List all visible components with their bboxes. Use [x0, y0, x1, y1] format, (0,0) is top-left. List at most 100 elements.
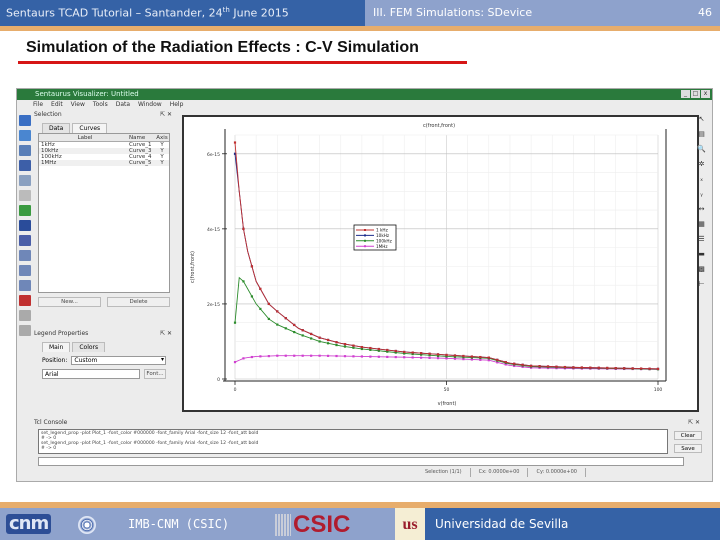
- reload-icon[interactable]: [19, 130, 31, 141]
- cnm-logo: cnm: [6, 514, 52, 534]
- header-section: III. FEM Simulations: SDevice 46: [365, 0, 720, 26]
- col-name[interactable]: Name: [129, 135, 146, 141]
- font-button[interactable]: Font...: [144, 369, 166, 379]
- save-icon[interactable]: [19, 160, 31, 171]
- table-row[interactable]: 1MHz Curve_5 Y: [39, 160, 169, 166]
- table-row[interactable]: 1kHz Curve_1 Y: [41, 142, 164, 148]
- link-icon[interactable]: ⊢: [698, 280, 705, 288]
- svg-text:2e-15: 2e-15: [207, 302, 220, 308]
- probe-icon[interactable]: ▤: [698, 130, 705, 138]
- right-toolbar: ↖ ▤ 🔍 ✲ ₓ ᵧ ↔ ▦ ☰ ▬ ▩ ⊢: [696, 115, 710, 295]
- chart-title: c(front,front): [423, 123, 455, 129]
- left-toolbar: [19, 115, 33, 340]
- chart-grid: [234, 134, 659, 380]
- zoom-reset-icon[interactable]: ✲: [698, 160, 705, 168]
- section-title: III. FEM Simulations: SDevice: [373, 6, 533, 19]
- plot-2d-icon[interactable]: [19, 250, 31, 261]
- table-header: Label Name Axis: [39, 134, 169, 142]
- open-icon[interactable]: [19, 115, 31, 126]
- status-cy: Cy: 0.0000e+00: [528, 468, 586, 477]
- tab-colors[interactable]: Colors: [72, 342, 106, 352]
- institution-name: IMB-CNM (CSIC): [128, 517, 230, 531]
- export-icon[interactable]: [19, 175, 31, 186]
- table-row[interactable]: 10kHz Curve_3 Y: [39, 148, 169, 154]
- selection-panel: Selection ⇱ ✕ Data Curves Label Name Axis…: [34, 111, 174, 327]
- new-plot-icon[interactable]: [19, 235, 31, 246]
- console-title: Tcl Console ⇱ ✕: [34, 419, 700, 426]
- slide-header: Sentaurs TCAD Tutorial – Santander, 24th…: [0, 0, 720, 26]
- delete-curve-button[interactable]: Delete: [107, 297, 170, 307]
- movie-frame-icon[interactable]: [19, 310, 31, 321]
- y-axis-label: c(front,front): [190, 251, 196, 283]
- clear-button[interactable]: Clear: [674, 431, 702, 440]
- font-field[interactable]: Arial: [42, 369, 140, 379]
- menu-data[interactable]: Data: [115, 101, 131, 108]
- svg-text:6e-15: 6e-15: [207, 152, 220, 158]
- movie-record-icon[interactable]: [19, 295, 31, 306]
- console-input[interactable]: [38, 457, 684, 466]
- curve-props-icon[interactable]: ▩: [698, 265, 705, 273]
- plot-3d-icon[interactable]: [19, 265, 31, 276]
- print-icon[interactable]: [19, 190, 31, 201]
- tab-curves[interactable]: Curves: [72, 123, 108, 133]
- title-underline: [18, 61, 467, 64]
- svg-text:1MHz: 1MHz: [376, 244, 388, 249]
- position-label: Position:: [42, 357, 68, 364]
- status-bar: Selection (1/1) Cx: 0.0000e+00 Cy: 0.000…: [417, 468, 586, 477]
- svg-text:0: 0: [217, 377, 220, 383]
- plot-xy-icon[interactable]: [19, 280, 31, 291]
- svg-text:1 kHz: 1 kHz: [376, 228, 389, 233]
- csic-logo: CSIC: [293, 511, 351, 538]
- menu-help[interactable]: Help: [169, 101, 184, 108]
- curves-table: Label Name Axis 1kHz Curve_1 Y 10kHz Curve_…: [38, 133, 170, 293]
- x-axis-label: v(front): [438, 401, 457, 407]
- selection-panel-title: Selection ⇱ ✕: [34, 111, 172, 118]
- cv-chart[interactable]: c(front,front) 0 2e-15 4e-15 6e-15 0 50 100 c(…: [184, 117, 697, 410]
- console-output[interactable]: set_legend_prop -plot Plot_1 -font_color…: [38, 429, 668, 454]
- console-panel: Tcl Console ⇱ ✕ set_legend_prop -plot Plo…: [34, 419, 714, 469]
- table-row[interactable]: 100kHz Curve_4 Y: [41, 154, 164, 160]
- svg-text:0: 0: [234, 387, 237, 393]
- menu-window[interactable]: Window: [138, 101, 162, 108]
- menu-edit[interactable]: Edit: [51, 101, 63, 108]
- zoom-icon[interactable]: 🔍: [697, 145, 706, 153]
- window-titlebar[interactable]: Sentaurus Visualizer: Untitled _ □ x: [17, 89, 712, 100]
- status-cx: Cx: 0.0000e+00: [471, 468, 529, 477]
- svg-text:10kHz: 10kHz: [376, 233, 390, 238]
- tab-data[interactable]: Data: [42, 123, 71, 133]
- globe-logo-icon: [78, 516, 96, 534]
- col-label[interactable]: Label: [77, 135, 93, 141]
- plot-props-icon[interactable]: ▬: [698, 250, 705, 258]
- pointer-icon[interactable]: ↖: [698, 115, 705, 123]
- load-icon[interactable]: [19, 145, 31, 156]
- log-x-icon[interactable]: ₓ: [699, 175, 704, 183]
- menu-view[interactable]: View: [70, 101, 85, 108]
- menu-tools[interactable]: Tools: [92, 101, 108, 108]
- plot-area[interactable]: c(front,front) 0 2e-15 4e-15 6e-15 0 50 100 c(…: [182, 115, 699, 412]
- svg-text:4e-15: 4e-15: [207, 227, 220, 233]
- maximize-button[interactable]: □: [691, 90, 700, 98]
- new-curve-button[interactable]: New...: [38, 297, 101, 307]
- close-button[interactable]: x: [701, 90, 710, 98]
- footer-divider: [0, 502, 720, 508]
- axis-range-icon[interactable]: ↔: [698, 205, 705, 213]
- col-axis[interactable]: Axis: [156, 135, 168, 141]
- minimize-button[interactable]: _: [681, 90, 690, 98]
- tab-main[interactable]: Main: [42, 342, 71, 352]
- legend-icon[interactable]: ☰: [698, 235, 705, 243]
- visualizer-window: Sentaurus Visualizer: Untitled _ □ x Fil…: [16, 88, 713, 482]
- line-tool-icon[interactable]: [19, 220, 31, 231]
- save-console-button[interactable]: Save: [674, 444, 702, 453]
- position-select[interactable]: Custom: [71, 356, 166, 365]
- log-y-icon[interactable]: ᵧ: [700, 190, 703, 198]
- slide-footer: cnm IMB-CNM (CSIC) CSIC us Universidad d…: [0, 508, 720, 540]
- us-logo: us: [395, 508, 425, 540]
- movie-export-icon[interactable]: [19, 325, 31, 336]
- university-name: Universidad de Sevilla: [435, 517, 569, 531]
- menu-file[interactable]: File: [33, 101, 44, 108]
- grid-icon[interactable]: ▦: [698, 220, 705, 228]
- status-selection: Selection (1/1): [417, 468, 471, 477]
- undo-icon[interactable]: [19, 205, 31, 216]
- svg-text:100kHz: 100kHz: [376, 238, 393, 243]
